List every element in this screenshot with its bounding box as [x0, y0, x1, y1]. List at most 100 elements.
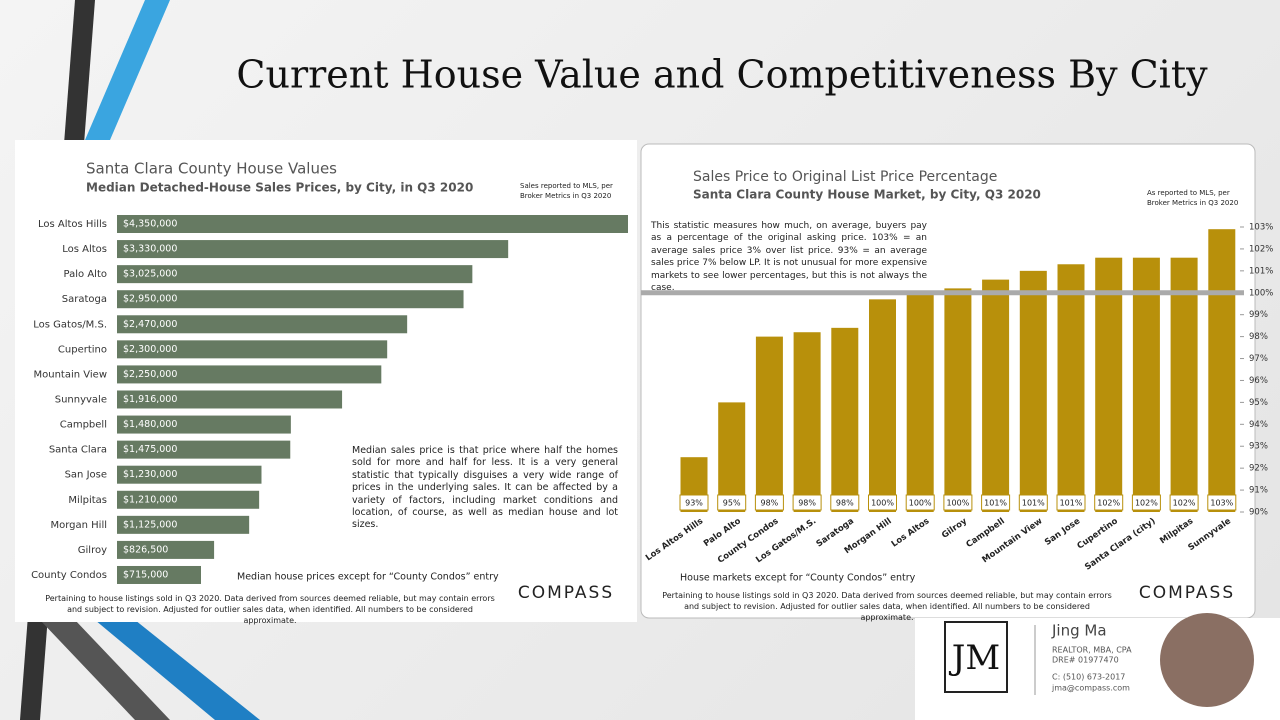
annotation: This statistic measures how much, on ave…	[648, 220, 930, 293]
y-tick-label: Cupertino	[58, 344, 107, 355]
bar	[718, 402, 746, 512]
agent-photo	[1160, 613, 1254, 707]
value-label: $1,230,000	[123, 469, 177, 480]
value-label-box	[905, 494, 935, 511]
y-tick-label: Palo Alto	[64, 269, 107, 280]
y-tick-label: Santa Clara	[49, 445, 107, 456]
value-label: $2,250,000	[123, 369, 177, 380]
value-label: $715,000	[123, 569, 168, 580]
y-tick-label: 94%	[1249, 420, 1268, 430]
value-label-box	[1169, 494, 1199, 511]
annotation: Median sales price is that price where h…	[352, 445, 618, 532]
value-label: 101%	[1022, 499, 1045, 508]
bar	[117, 515, 250, 534]
agent-phone: C: (510) 673-2017	[1052, 673, 1125, 682]
bar	[869, 299, 896, 512]
value-label: 102%	[1097, 499, 1120, 508]
value-label-box	[754, 494, 784, 511]
y-tick-label: 102%	[1249, 244, 1273, 254]
bar	[1208, 229, 1236, 512]
bar	[1057, 264, 1085, 512]
bar	[117, 440, 291, 459]
bar	[117, 540, 215, 559]
y-tick-label: Los Altos Hills	[38, 219, 107, 230]
chart-title: Sales Price to Original List Price Perce…	[693, 169, 997, 185]
agent-name: Jing Ma	[1051, 622, 1107, 640]
y-tick-label: Campbell	[60, 420, 107, 431]
value-label: $826,500	[123, 544, 168, 555]
y-tick-label: Los Altos	[62, 244, 107, 255]
value-label: $4,350,000	[123, 219, 177, 230]
bar	[1095, 257, 1123, 512]
axis-note: Median house prices except for “County C…	[237, 572, 499, 583]
value-label: 100%	[871, 499, 894, 508]
bar	[906, 294, 934, 512]
value-label-box	[1131, 494, 1161, 511]
value-label-box	[943, 494, 973, 511]
agent-license: DRE# 01977470	[1052, 656, 1119, 665]
value-label-box	[1018, 494, 1048, 511]
footer: Pertaining to house listings sold in Q3 …	[45, 594, 495, 625]
chart-subtitle: Santa Clara County House Market, by City…	[693, 188, 1041, 202]
value-label: 98%	[761, 499, 779, 508]
value-label: $3,330,000	[123, 244, 177, 255]
bar	[117, 215, 628, 233]
y-tick-label: 103%	[1249, 223, 1273, 233]
bar	[117, 265, 473, 284]
value-label: 98%	[836, 499, 854, 508]
value-label: 93%	[685, 499, 703, 508]
value-label-box	[1207, 494, 1237, 511]
y-tick-label: Morgan Hill	[50, 520, 107, 531]
value-label: 102%	[1173, 499, 1196, 508]
bar	[831, 327, 859, 512]
source-note: Sales reported to MLS, per Broker Metric…	[520, 182, 613, 200]
value-label: 101%	[1060, 499, 1083, 508]
value-label: $2,300,000	[123, 344, 177, 355]
y-tick-label: 96%	[1249, 376, 1268, 386]
bar	[117, 465, 262, 484]
stripe	[85, 0, 170, 140]
value-label: 101%	[984, 499, 1007, 508]
value-label: $1,475,000	[123, 444, 177, 455]
bar	[117, 490, 260, 509]
value-label-box	[868, 494, 897, 511]
slide-title: Current House Value and Competitiveness …	[236, 53, 1208, 97]
y-tick-label: 93%	[1249, 442, 1268, 452]
axis-note: House markets except for “County Condos”…	[680, 573, 916, 584]
bar	[755, 336, 783, 512]
value-label: 100%	[909, 499, 932, 508]
value-label: $1,125,000	[123, 519, 177, 530]
y-tick-label: 101%	[1249, 266, 1273, 276]
value-label: 95%	[723, 499, 741, 508]
value-label: $1,210,000	[123, 494, 177, 505]
y-tick-label: San Jose	[65, 470, 107, 481]
chart-subtitle: Median Detached-House Sales Prices, by C…	[86, 181, 473, 195]
value-label-box	[679, 494, 709, 511]
bar	[117, 565, 201, 584]
bar	[793, 332, 821, 512]
bar	[1132, 257, 1160, 512]
y-tick-label: 98%	[1249, 332, 1268, 342]
y-tick-label: Sunnyvale	[55, 394, 107, 405]
agent-logo-frame	[944, 621, 1008, 693]
y-tick-label: Mountain View	[34, 369, 108, 380]
source-note: As reported to MLS, per Broker Metrics i…	[1147, 189, 1239, 207]
y-tick-label: Milpitas	[68, 495, 107, 506]
bar	[117, 290, 464, 309]
bar	[117, 390, 343, 409]
value-label: $1,480,000	[123, 419, 177, 430]
value-label-box	[830, 494, 860, 511]
value-label: $3,025,000	[123, 269, 177, 280]
value-label: $2,470,000	[123, 319, 177, 330]
chart-title: Santa Clara County House Values	[86, 160, 337, 178]
stripe	[40, 620, 170, 720]
footer: Pertaining to house listings sold in Q3 …	[662, 591, 1112, 622]
bar	[117, 365, 382, 384]
value-label: 102%	[1135, 499, 1158, 508]
agent-credentials: REALTOR, MBA, CPA	[1052, 646, 1132, 655]
bar	[1019, 270, 1047, 512]
value-label-box	[1056, 494, 1086, 511]
value-label-box	[1094, 494, 1124, 511]
